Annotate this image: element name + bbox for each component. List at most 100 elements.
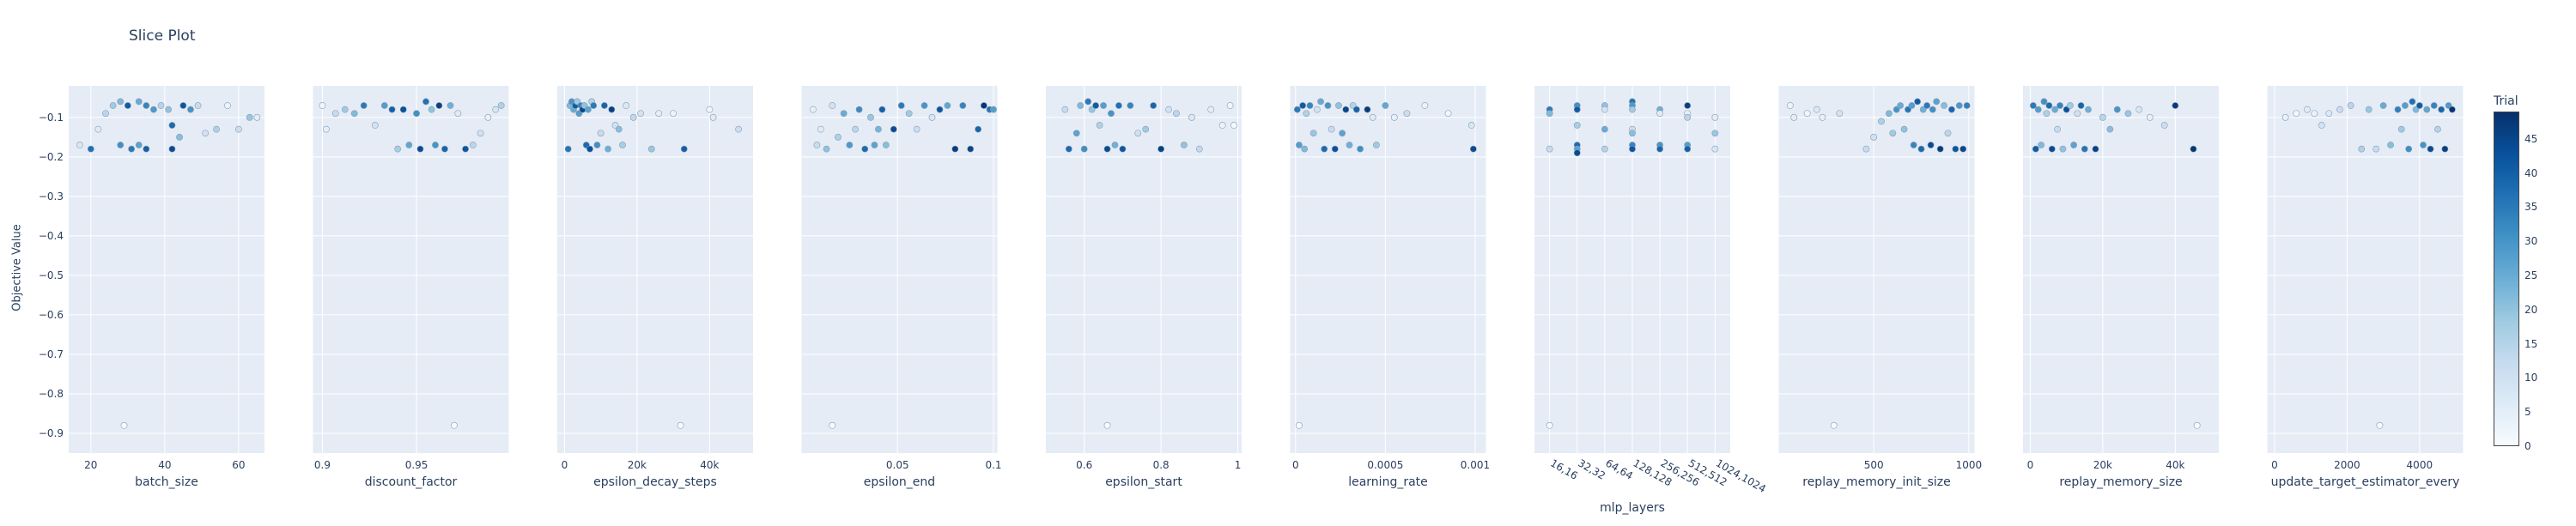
x-tick-label: 500: [1864, 459, 1884, 471]
panel-epsilon_start: 0.6 0.8 1 epsilon_start: [1046, 86, 1242, 489]
data-point: [2146, 113, 2154, 121]
data-point: [890, 125, 897, 133]
colorbar-tick-label: 40: [2524, 166, 2538, 179]
data-point: [1885, 110, 1893, 118]
panel-epsilon_decay_steps: 0 20k 40k epsilon_decay_steps: [557, 86, 753, 489]
data-point: [920, 102, 928, 109]
data-point: [2397, 125, 2405, 133]
data-point: [2092, 145, 2099, 153]
x-tick-label: 0.9: [314, 459, 331, 471]
data-point: [1103, 421, 1111, 429]
data-point: [1573, 149, 1581, 157]
x-tick-label: 1000: [1956, 459, 1983, 471]
data-point: [2304, 106, 2311, 113]
data-point: [829, 102, 836, 109]
data-point: [1084, 98, 1092, 106]
data-point: [1195, 145, 1203, 153]
data-point: [564, 145, 572, 153]
data-point: [1373, 142, 1380, 148]
data-point: [2358, 145, 2366, 153]
data-point: [1390, 113, 1398, 121]
data-point: [1941, 102, 1947, 109]
data-point: [2172, 102, 2179, 109]
data-point: [341, 106, 349, 113]
data-point: [593, 142, 601, 148]
data-point: [1546, 421, 1553, 429]
data-point: [2365, 106, 2372, 113]
data-point: [432, 142, 439, 148]
x-tick-label: 0.95: [405, 459, 428, 471]
data-point: [2336, 106, 2343, 113]
data-point: [709, 113, 717, 121]
data-point: [1188, 113, 1195, 121]
data-point: [959, 102, 967, 109]
data-point: [855, 106, 863, 113]
data-point: [331, 110, 339, 118]
data-point: [829, 421, 836, 429]
data-point: [213, 125, 220, 133]
colorbar-tick-label: 35: [2524, 201, 2538, 214]
data-point: [608, 106, 616, 113]
data-point: [1948, 106, 1955, 113]
colorbar-tick-label: 20: [2524, 303, 2538, 316]
data-point: [202, 130, 210, 137]
data-point: [1352, 106, 1360, 113]
x-axis-title: replay_memory_init_size: [1802, 475, 1950, 489]
data-point: [2099, 113, 2106, 121]
data-point: [1181, 142, 1188, 148]
data-point: [1173, 110, 1180, 118]
x-tick-label: 0.6: [1076, 459, 1092, 471]
data-point: [967, 145, 975, 153]
data-point: [1157, 145, 1165, 153]
data-point: [2077, 102, 2085, 109]
data-point: [1142, 125, 1150, 133]
data-point: [1226, 102, 1234, 109]
data-point: [143, 102, 150, 109]
data-point: [846, 142, 854, 148]
data-point: [2434, 125, 2441, 133]
data-point: [1813, 106, 1820, 113]
data-point: [861, 145, 869, 153]
data-point: [2106, 125, 2114, 133]
data-point: [1927, 142, 1935, 148]
data-point: [187, 106, 194, 113]
x-tick-label: 20k: [628, 459, 647, 471]
data-point: [371, 122, 379, 129]
data-point: [1900, 125, 1908, 133]
data-point: [1444, 110, 1452, 118]
data-point: [422, 98, 429, 106]
data-point: [1656, 145, 1664, 153]
data-point: [2043, 110, 2050, 118]
data-point: [1897, 102, 1905, 109]
data-point: [322, 125, 330, 133]
data-point: [319, 102, 326, 109]
panel-replay_memory_size: 0 20k 40k replay_memory_size: [2023, 86, 2219, 489]
x-tick-label: 2000: [2334, 459, 2360, 471]
data-point: [629, 113, 637, 121]
y-tick-label: −0.5: [39, 269, 64, 281]
data-point: [1072, 130, 1080, 137]
x-tick-label: 64,64: [1603, 456, 1635, 481]
data-point: [350, 110, 358, 118]
panel-update_target_estimator_every: 0 2000 4000 update_target_estimator_every: [2267, 86, 2464, 489]
data-point: [1364, 106, 1371, 113]
plot-background: [2267, 86, 2464, 453]
data-point: [680, 145, 688, 153]
data-point: [157, 102, 165, 109]
data-point: [2045, 102, 2053, 109]
data-point: [1096, 122, 1103, 129]
data-point: [1296, 421, 1303, 429]
data-point: [951, 145, 959, 153]
data-point: [1959, 145, 1967, 153]
data-point: [1230, 122, 1237, 129]
colorbar: [2494, 112, 2519, 446]
data-point: [840, 110, 848, 118]
data-point: [1342, 106, 1350, 113]
data-point: [2441, 145, 2449, 153]
x-tick-label: 0: [1292, 459, 1299, 471]
data-point: [905, 110, 913, 118]
data-point: [477, 130, 484, 137]
chart-title: Slice Plot: [129, 27, 196, 45]
data-point: [1711, 130, 1719, 137]
y-tick-label: −0.6: [39, 309, 64, 321]
